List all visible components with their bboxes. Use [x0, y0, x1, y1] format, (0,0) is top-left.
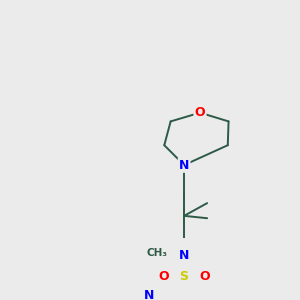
- Text: CH₃: CH₃: [147, 248, 168, 258]
- Text: O: O: [200, 270, 210, 284]
- Text: O: O: [158, 270, 169, 284]
- Text: N: N: [179, 249, 189, 262]
- Text: S: S: [180, 270, 189, 284]
- Text: O: O: [195, 106, 205, 119]
- Text: N: N: [144, 289, 154, 300]
- Text: N: N: [179, 159, 189, 172]
